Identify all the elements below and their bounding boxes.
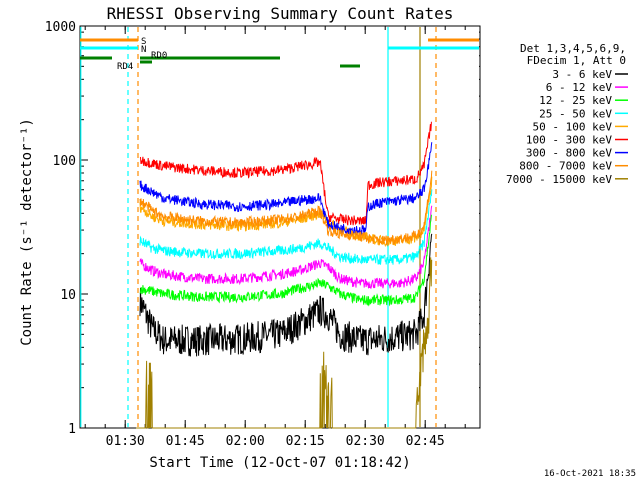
x-axis-title: Start Time (12-Oct-07 01:18:42) — [149, 455, 410, 471]
x-tick-label: 02:30 — [346, 434, 385, 449]
series-line-2 — [139, 205, 433, 290]
status-label-rd4: RD4 — [117, 62, 133, 72]
series-line-3 — [139, 214, 432, 307]
legend-entry-label: 100 - 300 keV — [526, 134, 612, 147]
status-label-s: S — [141, 37, 146, 47]
status-label-rd0: RD0 — [151, 51, 167, 61]
x-tick-label: 01:45 — [166, 434, 205, 449]
y-axis-title: Count Rate (s⁻¹ detector⁻¹) — [19, 118, 35, 346]
series-line-1 — [139, 233, 433, 357]
plot-area: 1 10 100 1000 01:30 01:45 02:00 02:15 02:30 02:45… — [45, 20, 481, 449]
series-line-6 — [139, 121, 432, 226]
x-tick-label: 02:45 — [406, 434, 445, 449]
y-tick-label: 1000 — [45, 20, 76, 35]
series-line-7 — [139, 142, 433, 236]
status-label-n: N — [141, 45, 146, 55]
series-line-8 — [139, 170, 433, 247]
x-tick-label: 01:30 — [106, 434, 145, 449]
legend: Det 1,3,4,5,6,9, FDecim 1, Att 0 3 - 6 k… — [506, 42, 628, 186]
series-line-9 — [136, 257, 433, 429]
legend-header-2: FDecim 1, Att 0 — [527, 54, 626, 67]
footer-timestamp: 16-Oct-2021 18:35 — [544, 469, 636, 479]
y-axis-title-text: Count Rate (s⁻¹ detector⁻¹) — [19, 118, 35, 346]
x-tick-label: 02:15 — [286, 434, 325, 449]
x-tick-label: 02:00 — [226, 434, 265, 449]
legend-entry-label: 3 - 6 keV — [552, 68, 612, 81]
y-tick-label: 10 — [60, 288, 76, 303]
chart-title: RHESSI Observing Summary Count Rates — [107, 4, 454, 23]
legend-entry-label: 6 - 12 keV — [546, 81, 613, 94]
legend-entry-label: 800 - 7000 keV — [519, 160, 612, 173]
legend-entry-label: 50 - 100 keV — [533, 120, 613, 133]
legend-entry-label: 12 - 25 keV — [539, 94, 612, 107]
legend-entry-label: 7000 - 15000 keV — [506, 173, 612, 186]
legend-header-1: Det 1,3,4,5,6,9, — [520, 42, 626, 55]
legend-entry-label: 25 - 50 keV — [539, 107, 612, 120]
y-tick-label: 100 — [53, 154, 76, 169]
series-line-4 — [139, 189, 433, 265]
legend-entry-label: 300 - 800 keV — [526, 147, 612, 160]
y-tick-label: 1 — [68, 422, 76, 437]
